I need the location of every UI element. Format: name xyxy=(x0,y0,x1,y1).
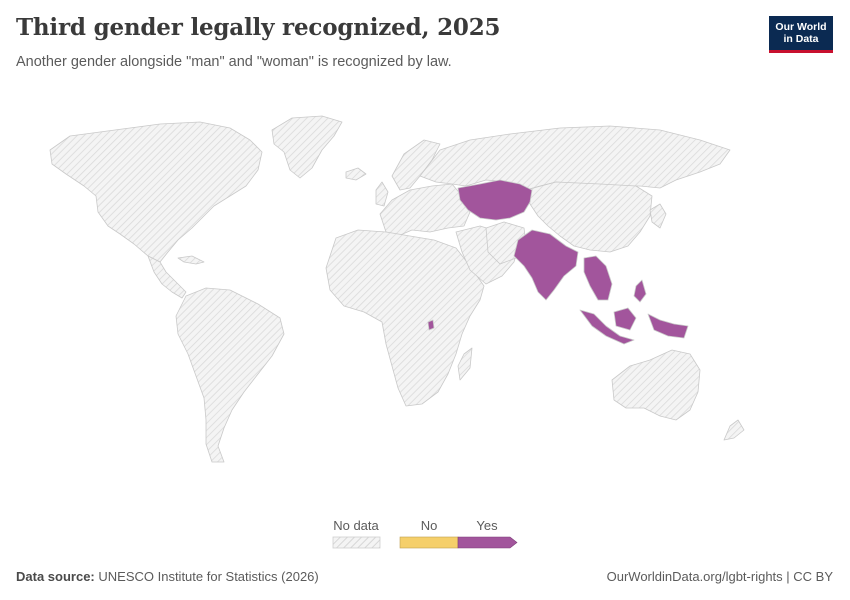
south-america[interactable] xyxy=(175,287,285,463)
greenland[interactable] xyxy=(271,115,343,179)
central-america[interactable] xyxy=(147,255,187,299)
legend-label-no: No xyxy=(421,518,438,533)
north-america[interactable] xyxy=(49,121,263,263)
africa[interactable] xyxy=(325,229,485,407)
chart-title: Third gender legally recognized, 2025 xyxy=(16,14,501,41)
legend: No data No Yes xyxy=(332,518,518,549)
legend-label-yes: Yes xyxy=(476,518,498,533)
data-source: Data source: UNESCO Institute for Statis… xyxy=(16,569,319,584)
indonesia-east-png[interactable] xyxy=(647,313,689,339)
legend-swatch-no-data xyxy=(332,536,381,549)
legend-swatch-yes xyxy=(457,536,518,549)
world-map[interactable] xyxy=(0,90,850,490)
owid-logo[interactable]: Our World in Data xyxy=(769,16,833,53)
data-source-text: UNESCO Institute for Statistics (2026) xyxy=(98,569,319,584)
indonesia-borneo[interactable] xyxy=(613,307,637,331)
indonesia-sumatra-java[interactable] xyxy=(579,309,635,345)
footer-url[interactable]: OurWorldinData.org/lgbt-rights | CC BY xyxy=(606,569,833,584)
europe[interactable] xyxy=(379,183,471,237)
data-source-label: Data source: xyxy=(16,569,95,584)
australia[interactable] xyxy=(611,349,701,421)
madagascar[interactable] xyxy=(457,347,473,381)
india-nepal-bangladesh[interactable] xyxy=(513,229,579,301)
philippines[interactable] xyxy=(633,279,647,303)
cuba[interactable] xyxy=(177,255,205,265)
chart-subtitle: Another gender alongside "man" and "woma… xyxy=(16,54,452,70)
legend-label-no-data: No data xyxy=(333,518,379,533)
indochina[interactable] xyxy=(583,255,613,301)
logo-line-1: Our World xyxy=(775,21,827,33)
legend-swatch-no xyxy=(399,536,459,549)
logo-line-2: in Data xyxy=(783,33,819,45)
new-zealand[interactable] xyxy=(723,419,745,441)
uk[interactable] xyxy=(375,181,389,207)
burundi[interactable] xyxy=(427,319,435,331)
iceland[interactable] xyxy=(345,167,367,181)
russia[interactable] xyxy=(419,125,731,191)
china-mongolia[interactable] xyxy=(525,181,653,253)
central-asia[interactable] xyxy=(457,179,533,221)
korea-japan[interactable] xyxy=(649,203,667,229)
